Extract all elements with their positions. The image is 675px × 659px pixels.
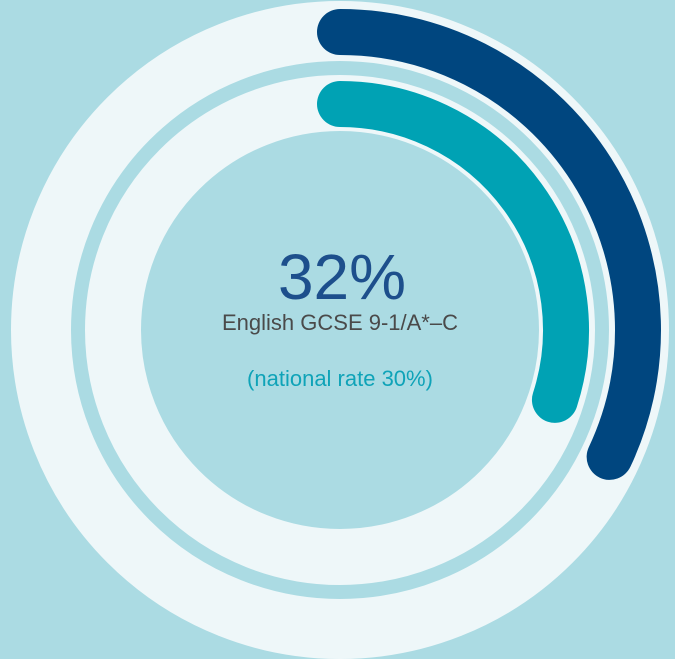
metric-label: English GCSE 9-1/A*–C [222, 310, 458, 335]
main-value-label: 32% [278, 241, 406, 313]
national-rate-label: (national rate 30%) [247, 366, 433, 391]
progress-arc [317, 9, 661, 480]
progress-arc [317, 81, 589, 423]
